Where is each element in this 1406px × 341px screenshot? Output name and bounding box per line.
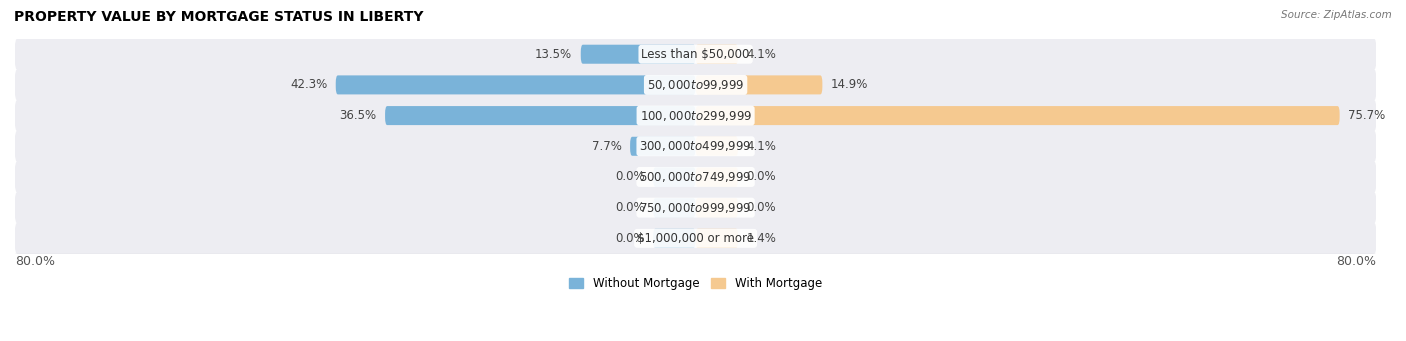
Text: 42.3%: 42.3% bbox=[290, 78, 328, 91]
FancyBboxPatch shape bbox=[336, 75, 696, 94]
Text: 7.7%: 7.7% bbox=[592, 140, 621, 153]
FancyBboxPatch shape bbox=[15, 192, 1376, 223]
Text: $50,000 to $99,999: $50,000 to $99,999 bbox=[647, 78, 744, 92]
Text: $1,000,000 or more: $1,000,000 or more bbox=[637, 232, 754, 245]
FancyBboxPatch shape bbox=[696, 75, 823, 94]
Text: 80.0%: 80.0% bbox=[15, 255, 55, 268]
Text: 80.0%: 80.0% bbox=[1336, 255, 1376, 268]
Text: 0.0%: 0.0% bbox=[614, 201, 644, 214]
FancyBboxPatch shape bbox=[696, 45, 738, 64]
Text: Source: ZipAtlas.com: Source: ZipAtlas.com bbox=[1281, 10, 1392, 20]
Text: PROPERTY VALUE BY MORTGAGE STATUS IN LIBERTY: PROPERTY VALUE BY MORTGAGE STATUS IN LIB… bbox=[14, 10, 423, 24]
Text: 0.0%: 0.0% bbox=[747, 201, 776, 214]
FancyBboxPatch shape bbox=[15, 223, 1376, 254]
FancyBboxPatch shape bbox=[15, 39, 1376, 70]
Text: 0.0%: 0.0% bbox=[614, 232, 644, 245]
Text: 13.5%: 13.5% bbox=[536, 48, 572, 61]
FancyBboxPatch shape bbox=[696, 229, 738, 248]
Text: 14.9%: 14.9% bbox=[831, 78, 869, 91]
FancyBboxPatch shape bbox=[652, 229, 696, 248]
Text: 4.1%: 4.1% bbox=[747, 48, 776, 61]
Text: $500,000 to $749,999: $500,000 to $749,999 bbox=[640, 170, 752, 184]
Text: $750,000 to $999,999: $750,000 to $999,999 bbox=[640, 201, 752, 214]
FancyBboxPatch shape bbox=[385, 106, 696, 125]
FancyBboxPatch shape bbox=[696, 167, 738, 187]
Text: 0.0%: 0.0% bbox=[614, 170, 644, 183]
FancyBboxPatch shape bbox=[652, 167, 696, 187]
Text: 4.1%: 4.1% bbox=[747, 140, 776, 153]
FancyBboxPatch shape bbox=[15, 131, 1376, 162]
Text: 1.4%: 1.4% bbox=[747, 232, 776, 245]
FancyBboxPatch shape bbox=[581, 45, 696, 64]
FancyBboxPatch shape bbox=[15, 100, 1376, 131]
Text: 75.7%: 75.7% bbox=[1348, 109, 1385, 122]
Text: 36.5%: 36.5% bbox=[339, 109, 377, 122]
FancyBboxPatch shape bbox=[630, 137, 696, 156]
FancyBboxPatch shape bbox=[696, 137, 738, 156]
Text: $300,000 to $499,999: $300,000 to $499,999 bbox=[640, 139, 752, 153]
FancyBboxPatch shape bbox=[15, 69, 1376, 101]
Text: $100,000 to $299,999: $100,000 to $299,999 bbox=[640, 108, 752, 122]
Text: 0.0%: 0.0% bbox=[747, 170, 776, 183]
Legend: Without Mortgage, With Mortgage: Without Mortgage, With Mortgage bbox=[564, 272, 827, 295]
FancyBboxPatch shape bbox=[15, 161, 1376, 193]
FancyBboxPatch shape bbox=[652, 198, 696, 217]
FancyBboxPatch shape bbox=[696, 106, 1340, 125]
Text: Less than $50,000: Less than $50,000 bbox=[641, 48, 749, 61]
FancyBboxPatch shape bbox=[696, 198, 738, 217]
